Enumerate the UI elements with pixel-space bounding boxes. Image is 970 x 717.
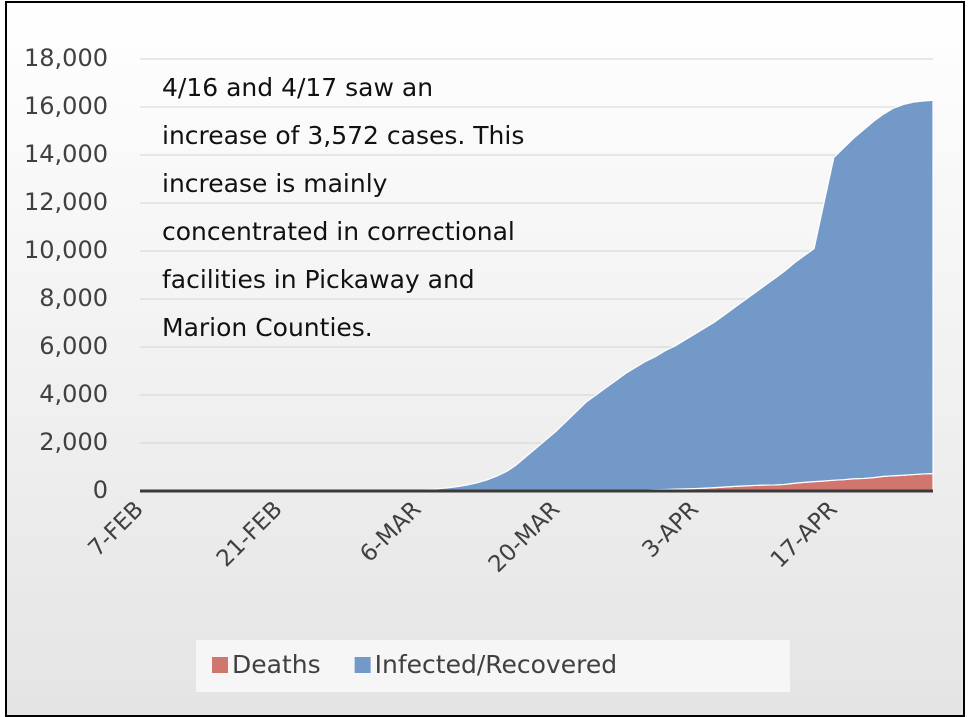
y-tick-label: 16,000 xyxy=(24,92,108,120)
legend-swatch xyxy=(212,657,228,673)
y-tick-label: 14,000 xyxy=(24,140,108,168)
legend-label: Infected/Recovered xyxy=(375,650,617,679)
y-tick-label: 12,000 xyxy=(24,188,108,216)
y-tick-label: 10,000 xyxy=(24,236,108,264)
annotation: 4/16 and 4/17 saw an increase of 3,572 c… xyxy=(162,73,525,342)
y-tick-label: 18,000 xyxy=(24,44,108,72)
legend-label: Deaths xyxy=(232,650,321,679)
y-tick-label: 8,000 xyxy=(39,284,108,312)
y-tick-label: 4,000 xyxy=(39,380,108,408)
y-tick-label: 2,000 xyxy=(39,428,108,456)
y-tick-label: 0 xyxy=(93,476,108,504)
y-tick-label: 6,000 xyxy=(39,332,108,360)
legend-box xyxy=(196,640,790,692)
legend-swatch xyxy=(354,657,371,673)
